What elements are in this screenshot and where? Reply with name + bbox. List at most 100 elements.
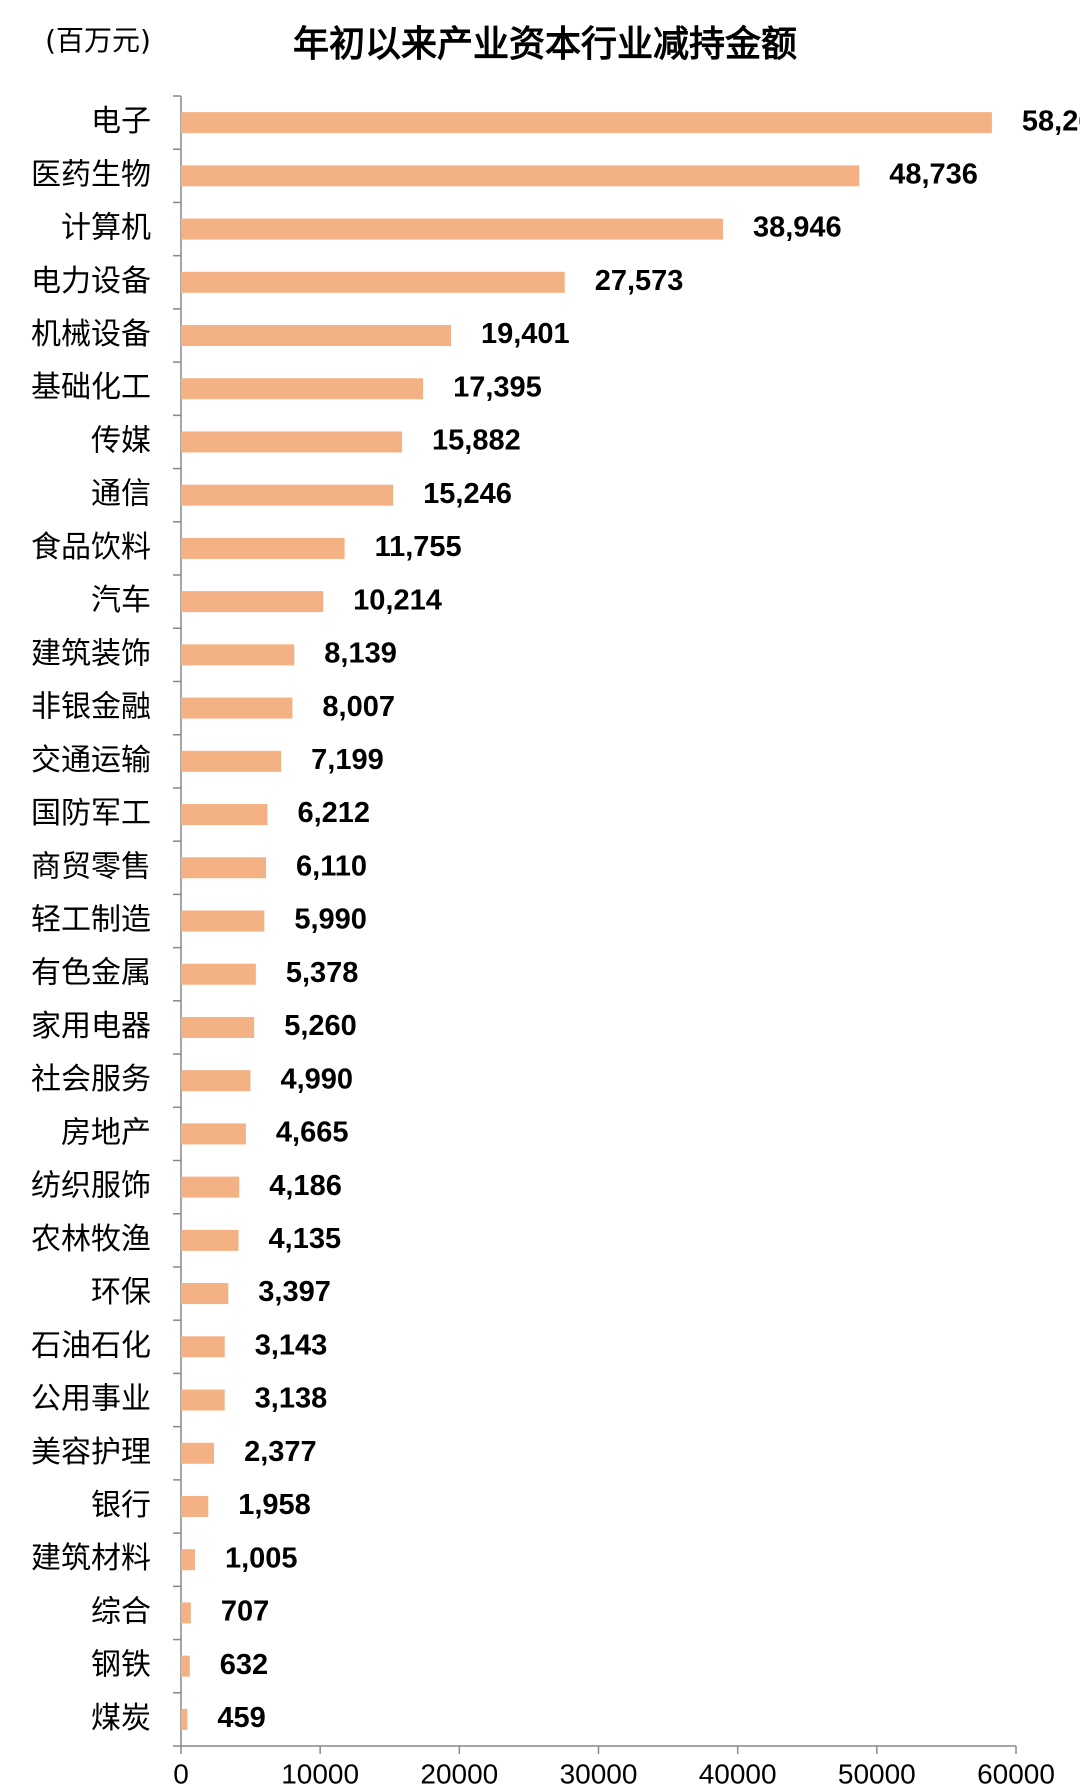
x-tick-label: 20000 bbox=[420, 1758, 498, 1789]
value-label: 1,958 bbox=[238, 1489, 311, 1521]
category-label: 农林牧渔 bbox=[31, 1222, 151, 1257]
value-label: 8,139 bbox=[324, 638, 397, 670]
bar bbox=[181, 1655, 190, 1677]
bar bbox=[181, 165, 860, 187]
category-label: 轻工制造 bbox=[31, 903, 151, 938]
value-label: 3,138 bbox=[255, 1383, 328, 1415]
bar bbox=[181, 1708, 188, 1730]
category-label: 房地产 bbox=[61, 1115, 151, 1150]
category-label: 传媒 bbox=[91, 423, 151, 458]
value-label: 4,135 bbox=[269, 1223, 342, 1255]
category-label: 煤炭 bbox=[91, 1701, 151, 1736]
value-label: 5,378 bbox=[286, 957, 359, 989]
value-label: 1,005 bbox=[225, 1542, 298, 1574]
bar bbox=[181, 697, 293, 719]
category-label: 电力设备 bbox=[31, 264, 151, 299]
value-label: 5,260 bbox=[284, 1010, 357, 1042]
category-label: 计算机 bbox=[61, 211, 151, 246]
x-tick-label: 50000 bbox=[838, 1758, 916, 1789]
value-label: 6,212 bbox=[297, 797, 370, 829]
bar bbox=[181, 431, 403, 453]
value-label: 4,186 bbox=[269, 1170, 342, 1202]
bar bbox=[181, 644, 295, 666]
bar bbox=[181, 537, 345, 559]
x-tick-label: 60000 bbox=[977, 1758, 1055, 1789]
value-label: 4,990 bbox=[280, 1063, 353, 1095]
category-label: 通信 bbox=[91, 477, 151, 512]
bar bbox=[181, 1336, 225, 1358]
category-label: 公用事业 bbox=[31, 1382, 151, 1417]
bar bbox=[181, 484, 394, 506]
value-label: 15,246 bbox=[423, 478, 512, 510]
value-label: 58,267 bbox=[1022, 105, 1080, 137]
bar bbox=[181, 325, 451, 347]
bar bbox=[181, 804, 268, 826]
category-label: 美容护理 bbox=[31, 1435, 151, 1470]
value-label: 27,573 bbox=[595, 265, 684, 297]
bar bbox=[181, 750, 282, 772]
category-label: 银行 bbox=[91, 1488, 151, 1523]
category-label: 食品饮料 bbox=[31, 530, 151, 565]
value-label: 632 bbox=[220, 1649, 268, 1681]
chart-title: 年初以来产业资本行业减持金额 bbox=[293, 23, 797, 65]
bar bbox=[181, 1016, 255, 1038]
value-label: 11,755 bbox=[375, 531, 462, 563]
value-label: 17,395 bbox=[453, 371, 542, 403]
category-label: 环保 bbox=[91, 1275, 151, 1310]
bar bbox=[181, 1283, 229, 1305]
value-label: 5,990 bbox=[294, 904, 367, 936]
bar bbox=[181, 857, 267, 879]
category-label: 汽车 bbox=[91, 583, 151, 618]
bar bbox=[181, 1389, 225, 1411]
category-label: 机械设备 bbox=[31, 317, 151, 352]
bar bbox=[181, 963, 256, 985]
category-label: 交通运输 bbox=[31, 743, 151, 778]
category-label: 国防军工 bbox=[31, 796, 151, 831]
category-label: 钢铁 bbox=[91, 1648, 151, 1683]
bar bbox=[181, 1123, 246, 1145]
category-label: 电子 bbox=[91, 104, 151, 139]
value-label: 4,665 bbox=[276, 1117, 349, 1149]
category-label: 医药生物 bbox=[31, 157, 151, 192]
value-label: 10,214 bbox=[353, 584, 442, 616]
value-label: 707 bbox=[221, 1596, 269, 1628]
value-label: 3,397 bbox=[258, 1276, 331, 1308]
value-label: 15,882 bbox=[432, 425, 521, 457]
category-label: 建筑装饰 bbox=[31, 636, 151, 671]
category-label: 商贸零售 bbox=[31, 849, 151, 884]
category-label: 家用电器 bbox=[31, 1009, 151, 1044]
value-label: 3,143 bbox=[255, 1329, 328, 1361]
value-label: 48,736 bbox=[889, 158, 978, 190]
bar bbox=[181, 112, 992, 134]
bar bbox=[181, 218, 723, 240]
bar bbox=[181, 910, 265, 932]
unit-label: (百万元) bbox=[45, 24, 151, 57]
bar bbox=[181, 1176, 240, 1198]
bar bbox=[181, 1549, 195, 1571]
bar bbox=[181, 271, 565, 293]
x-tick-label: 40000 bbox=[699, 1758, 777, 1789]
category-label: 石油石化 bbox=[31, 1328, 151, 1363]
x-tick-label: 30000 bbox=[560, 1758, 638, 1789]
value-label: 459 bbox=[217, 1702, 265, 1734]
bar bbox=[181, 1495, 209, 1517]
category-label: 非银金融 bbox=[31, 690, 151, 725]
category-label: 基础化工 bbox=[31, 370, 151, 405]
x-tick-label: 10000 bbox=[281, 1758, 359, 1789]
bar bbox=[181, 1070, 251, 1092]
bar bbox=[181, 591, 324, 613]
bar bbox=[181, 1229, 239, 1251]
value-label: 8,007 bbox=[322, 691, 395, 723]
value-label: 19,401 bbox=[481, 318, 570, 350]
category-label: 建筑材料 bbox=[31, 1541, 151, 1576]
category-label: 社会服务 bbox=[31, 1062, 151, 1097]
category-label: 综合 bbox=[91, 1594, 151, 1629]
bar bbox=[181, 1602, 191, 1624]
value-label: 6,110 bbox=[296, 850, 367, 882]
value-label: 38,946 bbox=[753, 212, 842, 244]
value-label: 7,199 bbox=[311, 744, 384, 776]
category-label: 有色金属 bbox=[31, 956, 151, 991]
category-label: 纺织服饰 bbox=[31, 1169, 151, 1204]
value-label: 2,377 bbox=[244, 1436, 317, 1468]
